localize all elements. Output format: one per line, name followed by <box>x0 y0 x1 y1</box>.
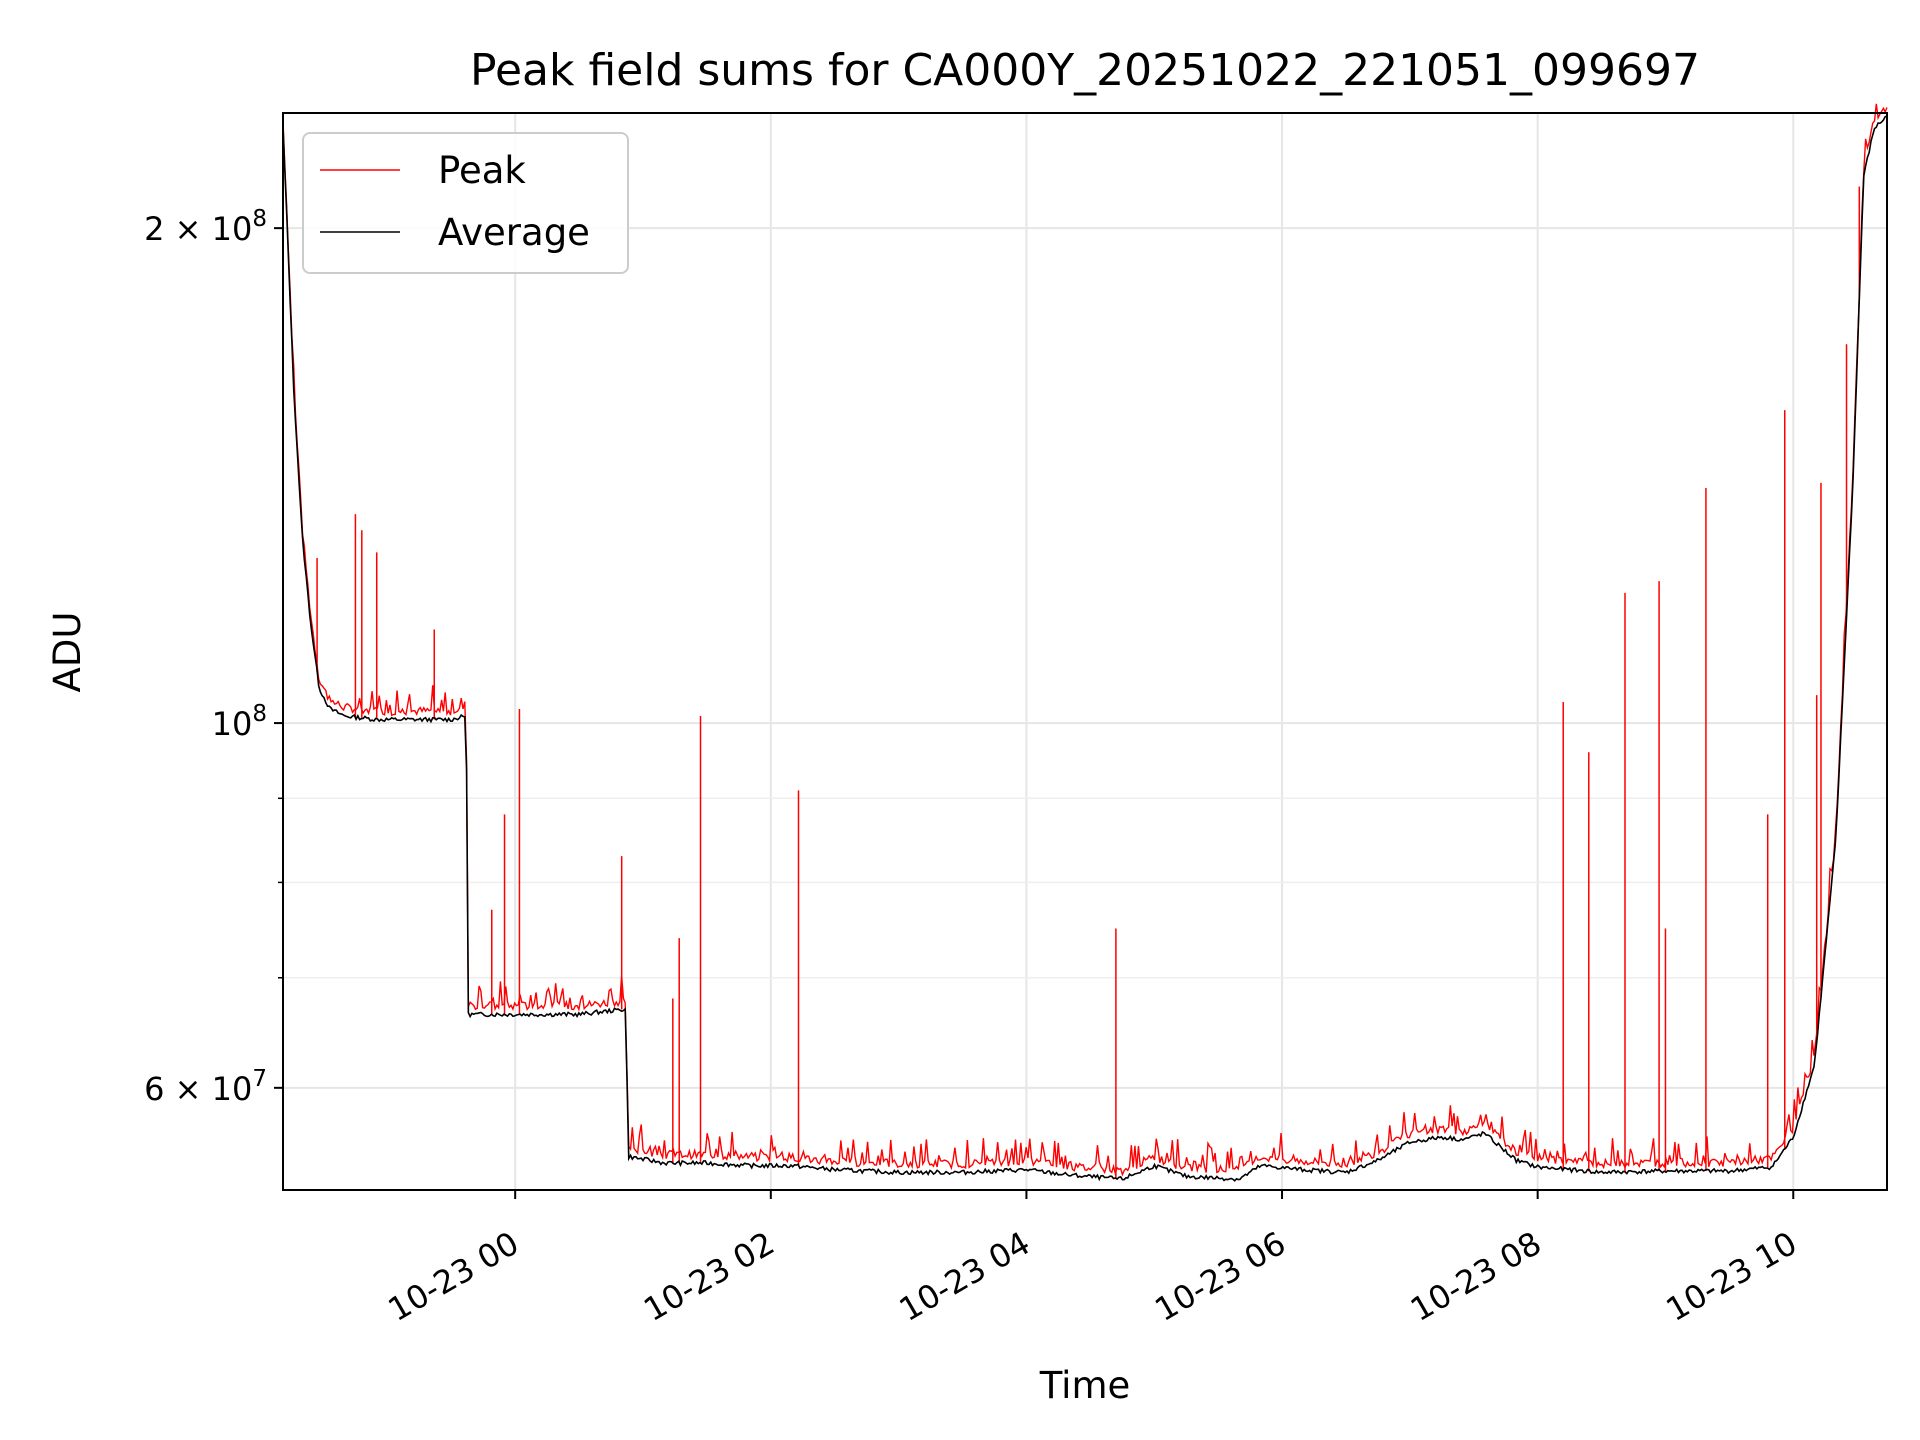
legend-label-average: Average <box>438 211 590 254</box>
grid <box>283 113 1887 1190</box>
plot-frame <box>282 112 1888 1191</box>
x-axis-label: Time <box>1039 1364 1131 1407</box>
chart-title: Peak field sums for CA000Y_20251022_2210… <box>470 45 1700 96</box>
series-average-line <box>282 115 1888 1182</box>
y-tick-label: 6 × 107 <box>144 1066 267 1108</box>
plot-area <box>282 103 1888 1182</box>
y-tick-label: 108 <box>212 701 267 743</box>
y-axis-label: ADU <box>46 612 89 693</box>
y-axis: 6 × 107 108 2 × 108 <box>144 206 283 1108</box>
y-tick-label: 2 × 108 <box>144 206 267 248</box>
series-peak-line <box>282 103 1888 1177</box>
legend: Peak Average <box>302 132 629 274</box>
legend-label-peak: Peak <box>438 149 526 192</box>
legend-box <box>302 132 629 274</box>
